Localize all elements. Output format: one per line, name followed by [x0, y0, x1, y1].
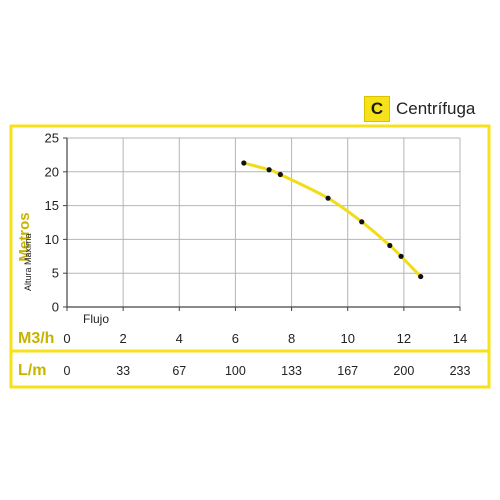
lm-tick-label: 167 [337, 364, 358, 378]
y-axis-label: Metros [16, 212, 33, 261]
x-tick-label: 14 [453, 331, 467, 346]
data-point [418, 273, 424, 280]
data-point [398, 253, 404, 259]
data-point [325, 195, 331, 201]
curve-layer [242, 161, 423, 279]
x-unit-primary-label: M3/h [18, 330, 54, 347]
y-tick-label: 10 [45, 232, 59, 247]
pump-curve-line [242, 161, 423, 279]
y-tick-label: 5 [52, 266, 59, 281]
lm-tick-label: 200 [393, 364, 414, 378]
grid-lines [67, 137, 461, 307]
x-tick-label: 10 [340, 331, 354, 346]
x-tick-labels: 0 2 4 6 8 10 12 14 [63, 331, 467, 346]
y-tick-label: 20 [45, 164, 59, 179]
y-tick-label: 0 [52, 300, 59, 315]
x-axis-label: Flujo [83, 312, 109, 326]
x-tick-label: 12 [397, 331, 411, 346]
x-tick-label: 2 [120, 331, 127, 346]
points-layer [241, 160, 424, 280]
data-point [359, 219, 365, 225]
y-axis-sublabel: Altura Maxima [23, 233, 33, 291]
data-point [241, 160, 247, 166]
x-tick-label: 6 [232, 331, 239, 346]
lm-tick-label: 33 [116, 364, 130, 378]
lm-tick-label: 133 [281, 364, 302, 378]
chart-frame [9, 124, 491, 389]
badge-title: Centrífuga [396, 99, 476, 118]
x-tick-label: 8 [288, 331, 295, 346]
data-point [277, 171, 283, 178]
data-point [266, 167, 272, 173]
y-tick-label: 15 [45, 198, 59, 213]
lm-tick-labels: 0 33 67 100 133 167 200 233 [64, 364, 471, 378]
badge-letter: C [364, 96, 390, 122]
axes [63, 137, 461, 311]
x-tick-label: 0 [63, 331, 70, 346]
lm-tick-label: 67 [172, 364, 186, 378]
x-unit-secondary-label: L/m [18, 362, 46, 379]
data-point [387, 242, 393, 249]
x-tick-label: 4 [176, 331, 183, 346]
chart-type-badge: C Centrífuga [364, 96, 490, 122]
lm-tick-label: 233 [450, 364, 471, 378]
lm-tick-label: 0 [64, 364, 71, 378]
y-tick-labels: 0 5 10 15 20 25 [45, 131, 59, 315]
y-tick-label: 25 [45, 131, 59, 146]
lm-tick-label: 100 [225, 364, 246, 378]
